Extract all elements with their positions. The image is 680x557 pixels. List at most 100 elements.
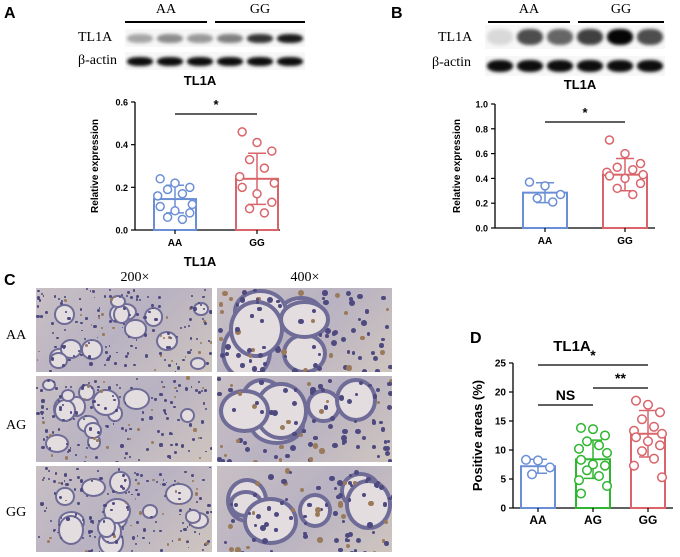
tissue-nucleus: [379, 343, 384, 348]
tissue-nucleus: [63, 344, 66, 348]
tissue-nucleus: [42, 294, 45, 297]
tissue-nucleus: [61, 364, 65, 368]
tissue-nucleus: [391, 493, 392, 499]
y-tick-label: 0: [500, 504, 506, 515]
tissue-nucleus: [127, 491, 130, 494]
tissue-nucleus: [90, 324, 93, 326]
tissue-nucleus: [80, 353, 83, 357]
tissue-nucleus: [210, 447, 212, 451]
tissue-nucleus: [87, 381, 91, 384]
tissue-nucleus: [319, 508, 324, 512]
tissue-nucleus: [157, 296, 161, 300]
data-point: [587, 424, 599, 435]
tissue-nucleus: [66, 443, 68, 445]
tissue-nucleus: [163, 494, 166, 497]
tissue-nucleus: [308, 442, 314, 448]
tissue-image: [217, 376, 392, 462]
tissue-nucleus: [89, 362, 93, 366]
tissue-nucleus: [114, 540, 119, 544]
tissue-nucleus: [276, 300, 280, 304]
tissue-nucleus: [49, 448, 51, 450]
x-tick-label: AA: [529, 513, 547, 527]
tissue-nucleus: [173, 405, 176, 409]
tissue-nucleus: [122, 473, 126, 477]
tissue-nucleus: [162, 386, 165, 389]
tissue-nucleus: [93, 296, 96, 299]
data-point: [587, 459, 599, 470]
tissue-nucleus: [194, 520, 197, 523]
tissue-nucleus: [386, 439, 391, 443]
tissue-nucleus: [114, 362, 117, 365]
tissue-nucleus: [86, 447, 89, 450]
tissue-nucleus: [311, 308, 317, 314]
tissue-nucleus: [217, 328, 223, 334]
tissue-nucleus: [217, 391, 222, 397]
tissue-nucleus: [159, 443, 163, 447]
tissue-nucleus: [151, 440, 155, 445]
tissue-nucleus: [250, 347, 256, 353]
tissue-nucleus: [187, 350, 191, 355]
tissue-nucleus: [188, 325, 191, 328]
tissue-nucleus: [219, 445, 224, 449]
tissue-nucleus: [217, 377, 221, 381]
tissue-nucleus: [108, 355, 112, 358]
tissue-nucleus: [298, 432, 303, 437]
tissue-nucleus: [166, 416, 170, 420]
tissue-nucleus: [357, 356, 362, 360]
tissue-nucleus: [156, 481, 159, 484]
data-point: [520, 454, 532, 465]
tissue-nucleus: [88, 534, 91, 537]
tissue-nucleus: [291, 508, 295, 512]
tissue-nucleus: [253, 493, 257, 498]
y-tick-label: 1.0: [475, 100, 488, 110]
tissue-nucleus: [186, 526, 189, 529]
tissue-nucleus: [127, 509, 130, 512]
tissue-nucleus: [241, 290, 247, 296]
significance-label: **: [615, 370, 626, 386]
tissue-nucleus: [93, 535, 96, 538]
tissue-nucleus: [47, 539, 51, 543]
tissue-nucleus: [375, 484, 379, 488]
y-tick-label: 15: [495, 417, 507, 428]
tissue-gland: [297, 492, 333, 529]
tissue-nucleus: [148, 310, 152, 314]
data-point: [620, 148, 630, 159]
tissue-nucleus: [60, 301, 64, 305]
tissue-nucleus: [189, 306, 193, 310]
tissue-nucleus: [232, 408, 236, 412]
tissue-nucleus: [57, 523, 60, 526]
tissue-nucleus: [65, 456, 69, 460]
tissue-nucleus: [38, 298, 42, 302]
data-point: [656, 428, 668, 439]
blot-band: [127, 33, 153, 43]
tissue-nucleus: [115, 461, 119, 462]
tissue-nucleus: [209, 310, 212, 314]
tissue-nucleus: [36, 314, 40, 318]
tissue-nucleus: [134, 498, 137, 500]
tissue-nucleus: [50, 454, 54, 457]
tissue-nucleus: [142, 528, 146, 532]
tissue-nucleus: [245, 446, 251, 452]
tissue-nucleus: [145, 448, 149, 451]
tissue-image: [217, 466, 392, 552]
tissue-nucleus: [345, 291, 352, 297]
tissue-nucleus: [161, 381, 164, 384]
tissue-nucleus: [236, 438, 241, 444]
tissue-nucleus: [318, 384, 323, 389]
tissue-nucleus: [127, 335, 130, 338]
group-bracket-line: [578, 21, 664, 23]
tissue-nucleus: [80, 488, 84, 492]
tissue-nucleus: [73, 355, 76, 357]
tissue-nucleus: [356, 537, 362, 543]
tissue-nucleus: [262, 346, 266, 350]
tissue-nucleus: [44, 510, 46, 513]
tissue-nucleus: [190, 386, 193, 388]
tissue-nucleus: [201, 389, 204, 392]
data-point: [638, 169, 648, 180]
tissue-nucleus: [154, 398, 157, 401]
data-point: [177, 188, 188, 199]
data-point: [581, 465, 593, 476]
tissue-nucleus: [247, 512, 251, 516]
tissue-nucleus: [247, 348, 253, 354]
tissue-nucleus: [376, 455, 380, 459]
